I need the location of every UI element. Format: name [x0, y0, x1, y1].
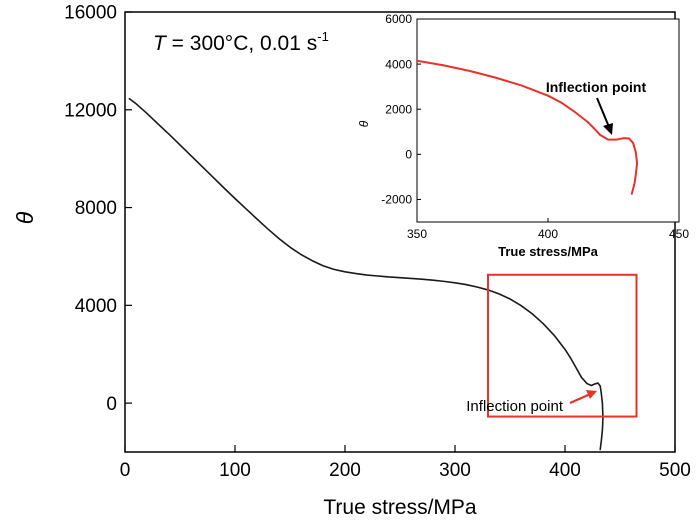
inset-background — [417, 19, 679, 222]
chart-title: T = 300°C, 0.01 s-1 — [153, 29, 329, 55]
inset-y-tick-label: 2000 — [385, 102, 412, 116]
inset-y-axis-label: θ — [357, 120, 371, 127]
chart-title-main: = 300°C, 0.01 s — [166, 32, 317, 55]
inset-axis-ticks: 350 400 450 -2000 0 2000 4000 6000 — [381, 12, 689, 241]
main-arrow-shaft — [569, 392, 592, 405]
main-y-tick-label: 4000 — [75, 296, 117, 317]
chart-title-sup: -1 — [317, 29, 329, 44]
main-y-tick-label: 12000 — [64, 100, 117, 121]
inset-annotation: Inflection point — [546, 79, 647, 95]
main-x-tick-label: 0 — [120, 460, 131, 481]
inset-x-tick-label: 400 — [538, 227, 558, 241]
main-x-tick-label: 400 — [549, 460, 581, 481]
main-annotation: Inflection point — [466, 398, 564, 415]
main-x-tick-label: 300 — [439, 460, 471, 481]
main-x-tick-label: 200 — [329, 460, 361, 481]
main-arrow-head — [586, 390, 597, 399]
inset-series-line — [416, 59, 639, 195]
y-axis-label: θ — [12, 211, 38, 224]
inset-plot: 350 400 450 -2000 0 2000 4000 6000 Inflection p… — [357, 12, 689, 259]
inset-arrow-shaft — [596, 97, 610, 128]
inset-x-tick-label: 350 — [407, 227, 427, 241]
main-x-tick-label: 100 — [219, 460, 251, 481]
main-x-tick-label: 500 — [659, 460, 691, 481]
inset-y-tick-label: -2000 — [381, 193, 412, 207]
main-y-tick-label: 8000 — [75, 198, 117, 219]
inset-y-tick-label: 6000 — [385, 12, 412, 26]
main-annotation-arrow — [569, 390, 597, 405]
inset-y-tick-label: 4000 — [385, 57, 412, 71]
inset-arrow-head — [603, 123, 613, 135]
highlight-box — [487, 273, 638, 418]
x-axis-label: True stress/MPa — [323, 496, 477, 519]
inset-annotation-arrow — [596, 97, 613, 135]
inset-y-tick-label: 0 — [405, 148, 412, 162]
chart-title-italic: T — [153, 32, 168, 55]
main-y-tick-label: 0 — [106, 394, 117, 415]
inset-x-axis-label: True stress/MPa — [498, 244, 598, 259]
main-plot-frame — [124, 11, 676, 453]
main-series-line — [128, 97, 604, 451]
main-y-tick-label: 16000 — [64, 3, 117, 24]
inset-x-tick-label: 450 — [669, 227, 689, 241]
